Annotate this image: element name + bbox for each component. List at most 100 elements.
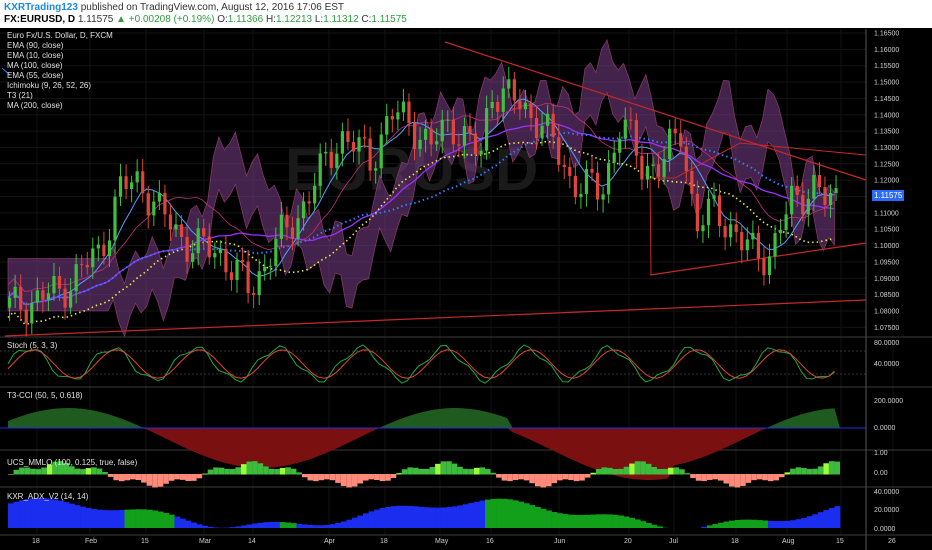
adx-bar: [163, 512, 170, 528]
legend-item[interactable]: EMA (55, close): [7, 71, 64, 80]
candle-body: [523, 102, 528, 110]
candle-body: [340, 131, 344, 154]
price-axis-label: 1.12000: [874, 178, 899, 185]
mmlo-bar: [468, 468, 474, 475]
adx-bar: [91, 508, 98, 528]
adx-bar: [473, 501, 480, 528]
candle-body: [135, 171, 139, 183]
candle-body: [806, 198, 810, 215]
cci-pane-title[interactable]: T3-CCI (50, 5, 0.618): [7, 391, 83, 400]
price-axis-label: 1.09500: [874, 259, 899, 266]
adx-bar: [157, 511, 164, 528]
adx-bar: [19, 500, 25, 528]
adx-bar: [146, 509, 153, 528]
adx-bar: [751, 519, 758, 528]
candle-body: [390, 116, 394, 120]
adx-bar: [623, 516, 630, 528]
candle-body: [629, 119, 633, 121]
adx-bar: [401, 505, 408, 528]
mmlo-bar: [80, 469, 86, 475]
pane-axis-label: 1.00: [874, 450, 888, 457]
adx-bar: [507, 499, 514, 528]
candle-body: [179, 224, 184, 237]
up-arrow-icon: ▲: [116, 14, 126, 25]
chart-legend: Euro Fx/U.S. Dollar, D, FXCM EMA (90, cl…: [7, 31, 113, 111]
adx-bar: [573, 514, 580, 528]
candle-body: [96, 244, 100, 249]
mmlo-pane-title[interactable]: UCS_MMLO (100, 0.125, true, false): [7, 458, 138, 467]
mmlo-bar: [35, 469, 42, 475]
mmlo-bar: [279, 467, 286, 475]
stoch-pane-title[interactable]: Stoch (5, 3, 3): [7, 341, 58, 350]
legend-item[interactable]: T3 (21): [7, 91, 33, 100]
adx-bar: [24, 499, 31, 528]
legend-item[interactable]: EMA (10, close): [7, 51, 64, 60]
legend-item[interactable]: Ichimoku (9, 26, 52, 26): [7, 81, 92, 90]
legend-item[interactable]: MA (200, close): [7, 101, 63, 110]
mmlo-bar: [324, 474, 330, 480]
candle-body: [318, 153, 322, 186]
price-axis-label: 1.08000: [874, 308, 899, 315]
candle-body: [412, 122, 417, 149]
mmlo-bar: [290, 468, 297, 475]
chart-canvas[interactable]: EURUSD 1.165001.160001.155001.150001.145…: [0, 28, 932, 550]
mmlo-bar: [368, 474, 375, 480]
mmlo-bar: [795, 467, 802, 475]
candle-body: [196, 228, 200, 254]
mmlo-bar: [157, 474, 164, 487]
adx-bar: [817, 512, 824, 528]
legend-item[interactable]: EMA (90, close): [7, 41, 64, 50]
mmlo-bar: [773, 474, 779, 481]
candle-body: [784, 214, 788, 230]
candle-body: [557, 137, 561, 165]
pane-axis-label: 40.0000: [874, 489, 899, 496]
time-axis-label: 18: [731, 538, 739, 545]
pane-axis-label: 0.0000: [874, 526, 896, 533]
candle-body: [706, 198, 711, 226]
mmlo-bar: [701, 474, 707, 482]
author-link[interactable]: KXRTrading123: [4, 2, 78, 13]
price-axis-label: 1.11000: [874, 210, 899, 217]
mmlo-bar: [651, 467, 657, 475]
adx-bar: [734, 520, 741, 528]
candle-body: [57, 275, 62, 289]
adx-bar: [179, 518, 186, 528]
time-axis-label: Aug: [782, 538, 795, 545]
adx-bar: [568, 514, 575, 528]
adx-bar: [130, 509, 136, 528]
mmlo-bar: [191, 474, 197, 481]
candle-body: [712, 195, 716, 199]
adx-bar: [41, 498, 48, 528]
candle-body: [396, 112, 400, 120]
mmlo-bar: [806, 469, 813, 475]
adx-bar: [346, 519, 353, 528]
mmlo-bar: [46, 464, 53, 475]
adx-bar: [729, 520, 735, 528]
mmlo-bar: [285, 467, 291, 475]
adx-bar: [290, 523, 297, 528]
mmlo-bar: [401, 469, 408, 475]
adx-bar: [595, 514, 602, 528]
adx-bar: [301, 524, 308, 528]
candle-body: [473, 133, 478, 155]
adx-pane-title[interactable]: KXR_ADX_V2 (14, 14): [7, 492, 89, 501]
mmlo-bar: [751, 474, 757, 481]
legend-item[interactable]: MA (100, close): [7, 61, 63, 70]
candle-body: [645, 165, 650, 180]
adx-bar: [745, 519, 752, 528]
adx-bar: [546, 510, 552, 528]
candle-body: [507, 79, 511, 89]
candle-body: [801, 194, 805, 215]
mmlo-bar: [8, 474, 14, 475]
mmlo-bar: [318, 474, 325, 481]
adx-bar: [579, 514, 586, 528]
candle-body: [451, 119, 455, 145]
mmlo-bar: [684, 473, 691, 475]
price-axis-label: 1.15500: [874, 63, 899, 70]
candle-body: [118, 176, 123, 197]
candle-body: [152, 201, 156, 216]
mmlo-bar: [817, 466, 824, 475]
mmlo-bar: [30, 468, 36, 475]
stoch-k-line: [7, 344, 835, 384]
adx-bar: [252, 523, 258, 528]
